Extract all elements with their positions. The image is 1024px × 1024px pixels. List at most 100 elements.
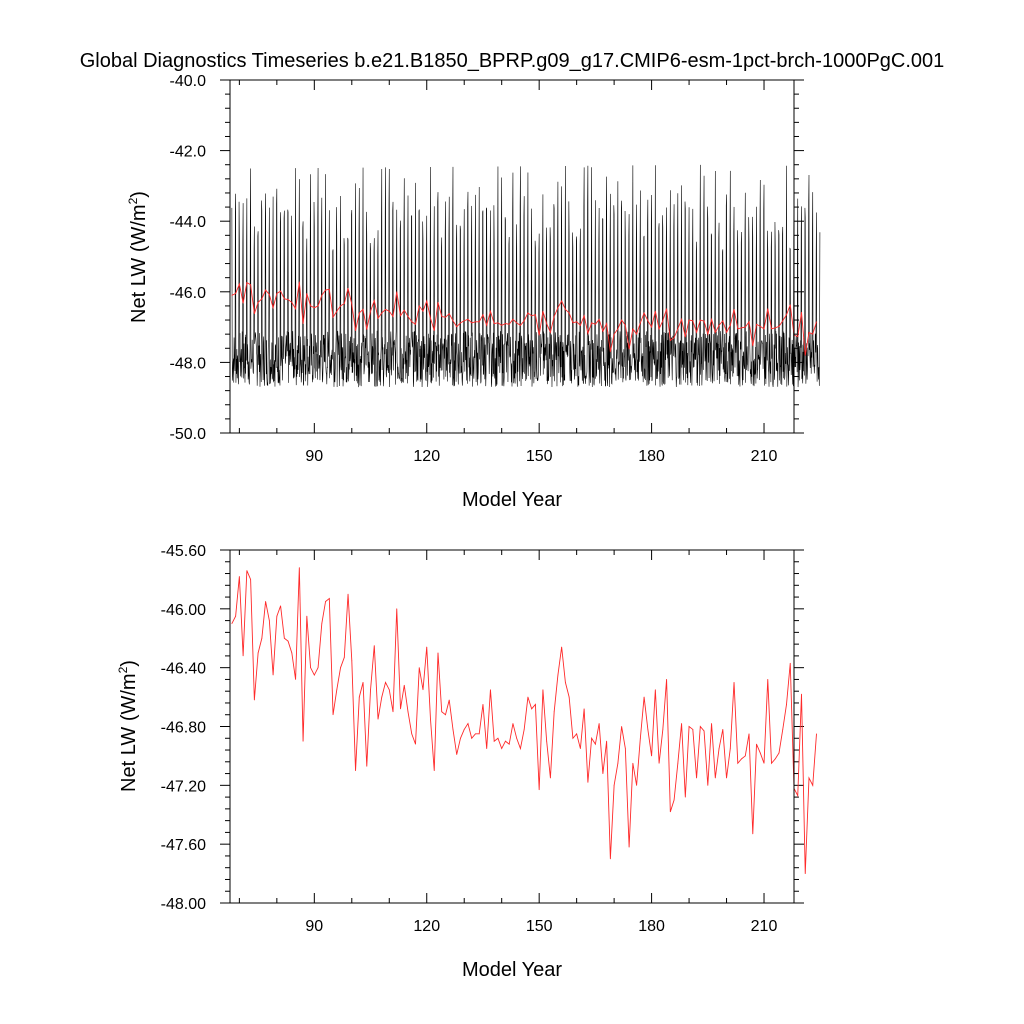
bottom-annual-point	[235, 615, 237, 617]
top-annual-point	[235, 293, 237, 294]
top-annual-point	[583, 315, 585, 317]
bottom-annual-point	[538, 789, 540, 791]
top-annual-point	[261, 298, 263, 300]
top-y-tick-label: -42.0	[170, 144, 207, 161]
top-annual-point	[358, 312, 360, 314]
top-annual-point	[351, 303, 353, 305]
top-annual-point	[535, 314, 536, 316]
bottom-annual-point	[557, 674, 559, 676]
top-annual-point	[628, 348, 630, 350]
top-annual-point	[617, 328, 619, 330]
bottom-annual-point	[347, 593, 349, 595]
top-annual-point	[445, 316, 446, 318]
bottom-annual-point	[767, 679, 769, 680]
top-annual-point	[400, 315, 401, 317]
bottom-annual-point	[295, 679, 296, 680]
bottom-y-axis-label: Net LW (W/m2)	[116, 660, 140, 792]
bottom-annual-point	[433, 770, 435, 772]
top-annual-point	[752, 345, 754, 347]
bottom-annual-point	[707, 784, 709, 786]
top-annual-point	[505, 323, 506, 324]
bottom-annual-point	[253, 699, 255, 701]
bottom-annual-point	[737, 762, 739, 764]
bottom-annual-point	[310, 667, 311, 669]
bottom-annual-point	[280, 605, 281, 607]
bottom-annual-point	[613, 784, 615, 786]
top-annual-point	[591, 322, 593, 324]
bottom-annual-point	[392, 711, 394, 713]
bottom-annual-point	[639, 737, 641, 739]
top-annual-point	[579, 324, 581, 326]
top-y-tick-label: -48.0	[170, 355, 207, 372]
bottom-annual-point	[437, 652, 439, 654]
bottom-annual-point	[726, 777, 727, 779]
bottom-x-tick-label: 150	[526, 918, 553, 935]
bottom-annual-point	[366, 765, 368, 767]
top-x-tick-label: 210	[751, 448, 778, 465]
top-annual-point	[654, 310, 656, 312]
top-annual-point	[283, 298, 285, 300]
bottom-plot-frame	[229, 549, 795, 904]
top-annual-point	[332, 316, 334, 318]
top-annual-point	[490, 310, 491, 312]
bottom-annual-point	[647, 729, 649, 730]
top-annual-point	[407, 316, 409, 317]
bottom-annual-point	[298, 567, 300, 569]
bottom-annual-point	[396, 608, 398, 610]
top-annual-point	[426, 300, 428, 302]
bottom-annual-point	[272, 674, 274, 676]
bottom-annual-point	[684, 796, 686, 798]
bottom-annual-point	[587, 781, 589, 783]
bottom-annual-point	[681, 723, 682, 724]
top-annual-point	[553, 316, 555, 317]
bottom-annual-point	[662, 729, 664, 730]
bottom-y-tick-label: -47.20	[161, 778, 206, 795]
bottom-annual-point	[418, 667, 420, 669]
top-annual-point	[789, 304, 791, 306]
bottom-annual-point	[617, 762, 619, 764]
top-annual-point	[561, 300, 563, 302]
top-annual-point	[658, 328, 660, 330]
bottom-annual-point	[415, 743, 416, 745]
bottom-annual-point	[568, 696, 570, 698]
top-x-axis-label: Model Year	[462, 489, 562, 511]
bottom-annual-series-group	[231, 567, 817, 874]
bottom-annual-point	[632, 762, 634, 764]
top-annual-point	[621, 319, 623, 321]
top-y-tick-labels: -50.0 -48.0 -46.0 -44.0 -42.0 -40.0	[170, 73, 207, 443]
bottom-annual-point	[231, 623, 233, 624]
bottom-annual-point	[242, 655, 244, 657]
top-annual-point	[714, 331, 716, 333]
bottom-annual-point	[373, 645, 375, 646]
bottom-annual-point	[478, 733, 480, 735]
top-annual-point	[276, 293, 278, 294]
bottom-x-tick-label: 180	[638, 918, 665, 935]
bottom-annual-point	[456, 754, 458, 755]
top-annual-point	[711, 318, 712, 320]
bottom-annual-point	[669, 811, 671, 813]
bottom-annual-point	[658, 762, 660, 764]
top-annual-point	[756, 323, 757, 325]
bottom-x-tick-label: 90	[305, 918, 323, 935]
bottom-annual-point	[261, 637, 263, 639]
top-annual-point	[328, 288, 330, 290]
bottom-annual-point	[246, 570, 248, 571]
top-annual-point	[808, 331, 810, 333]
top-annual-point	[366, 329, 368, 330]
bottom-annual-point	[550, 777, 551, 779]
top-x-tick-label: 90	[305, 448, 323, 465]
bottom-annual-point	[407, 711, 409, 713]
top-axis-ticks	[220, 79, 804, 434]
monthly-series-line	[231, 164, 821, 388]
top-annual-point	[246, 282, 248, 284]
bottom-annual-point	[744, 755, 746, 757]
bottom-annual-point	[808, 777, 810, 779]
bottom-annual-point	[321, 623, 323, 624]
top-annual-point	[666, 308, 667, 310]
top-annual-point	[467, 318, 469, 320]
top-annual-point	[396, 291, 398, 293]
bottom-annual-point	[460, 737, 461, 739]
top-y-tick-label: -40.0	[170, 73, 207, 90]
top-annual-point	[508, 323, 510, 325]
bottom-annual-point	[403, 684, 405, 686]
